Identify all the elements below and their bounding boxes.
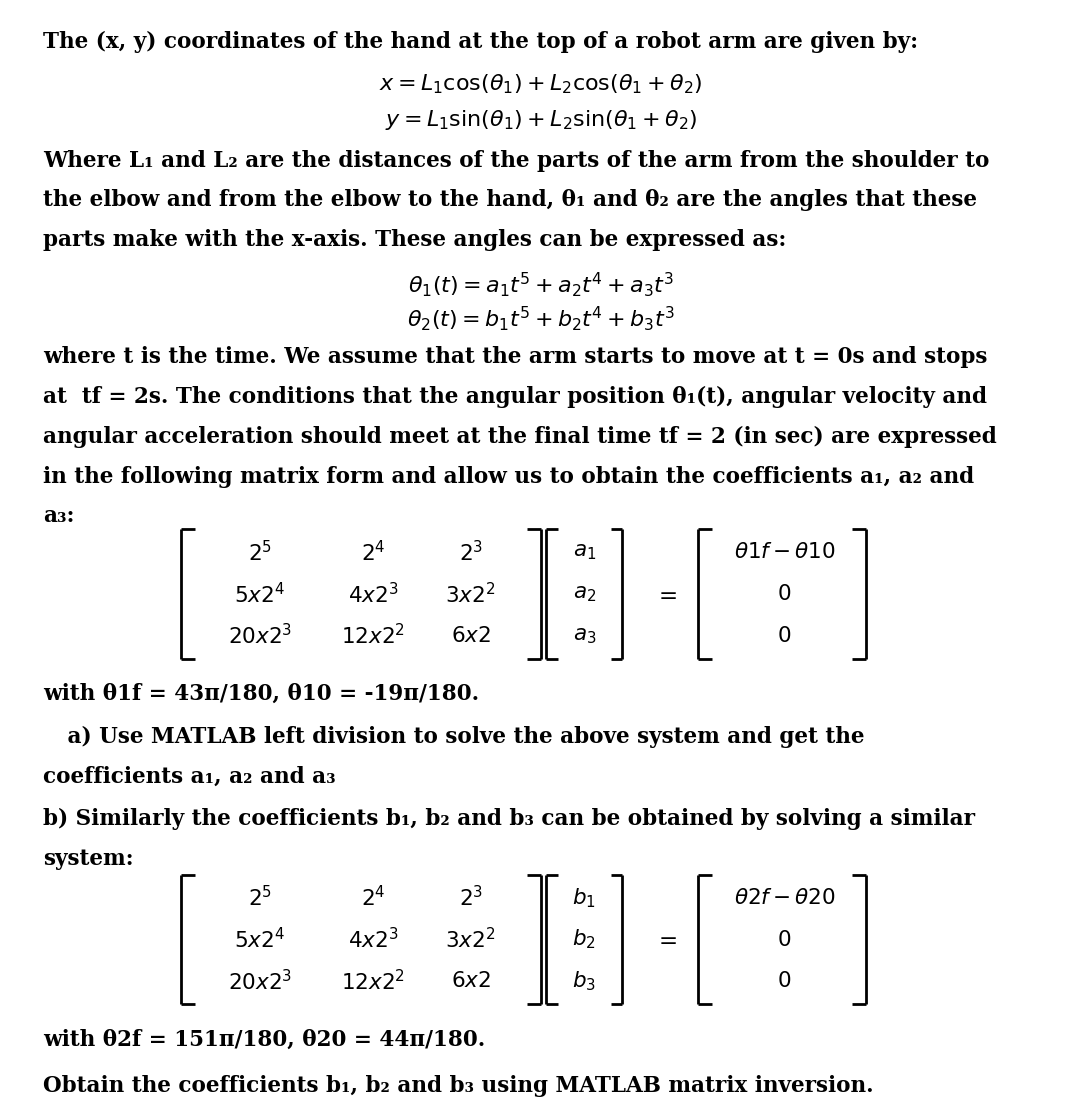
Text: angular acceleration should meet at the final time tf = 2 (in sec) are expressed: angular acceleration should meet at the …	[43, 426, 997, 448]
Text: $\theta_2(t) = b_1t^5 + b_2t^4 + b_3t^3$: $\theta_2(t) = b_1t^5 + b_2t^4 + b_3t^3$	[407, 304, 675, 333]
Text: $2^4$: $2^4$	[361, 540, 385, 565]
Text: $5x2^4$: $5x2^4$	[234, 927, 286, 952]
Text: $0$: $0$	[777, 930, 792, 950]
Text: $6x2$: $6x2$	[451, 626, 490, 646]
Text: $a_2$: $a_2$	[572, 584, 596, 604]
Text: with θ2f = 151π/180, θ20 = 44π/180.: with θ2f = 151π/180, θ20 = 44π/180.	[43, 1029, 486, 1051]
Text: $b_3$: $b_3$	[572, 970, 596, 993]
Text: parts make with the x-axis. These angles can be expressed as:: parts make with the x-axis. These angles…	[43, 229, 787, 251]
Text: a) Use MATLAB left division to solve the above system and get the: a) Use MATLAB left division to solve the…	[60, 726, 865, 748]
Text: $0$: $0$	[777, 626, 792, 646]
Text: at  tf = 2s. The conditions that the angular position θ₁(t), angular velocity an: at tf = 2s. The conditions that the angu…	[43, 386, 987, 408]
Text: $a_1$: $a_1$	[572, 542, 596, 562]
Text: where t is the time. We assume that the arm starts to move at t = 0s and stops: where t is the time. We assume that the …	[43, 347, 988, 369]
Text: $=$: $=$	[654, 583, 677, 606]
Text: $12x2^2$: $12x2^2$	[341, 968, 406, 994]
Text: $=$: $=$	[654, 928, 677, 951]
Text: $0$: $0$	[777, 584, 792, 604]
Text: $3x2^2$: $3x2^2$	[446, 582, 496, 607]
Text: $\theta 2f-\theta 20$: $\theta 2f-\theta 20$	[734, 888, 835, 908]
Text: with θ1f = 43π/180, θ10 = -19π/180.: with θ1f = 43π/180, θ10 = -19π/180.	[43, 683, 479, 705]
Text: $a_3$: $a_3$	[572, 626, 596, 646]
Text: system:: system:	[43, 848, 134, 870]
Text: $5x2^4$: $5x2^4$	[234, 582, 286, 607]
Text: $\theta_1(t) = a_1t^5 + a_2t^4 + a_3t^3$: $\theta_1(t) = a_1t^5 + a_2t^4 + a_3t^3$	[408, 270, 674, 299]
Text: the elbow and from the elbow to the hand, θ₁ and θ₂ are the angles that these: the elbow and from the elbow to the hand…	[43, 189, 977, 212]
Text: $2^5$: $2^5$	[248, 540, 272, 565]
Text: $0$: $0$	[777, 972, 792, 991]
Text: coefficients a₁, a₂ and a₃: coefficients a₁, a₂ and a₃	[43, 765, 335, 787]
Text: $4x2^3$: $4x2^3$	[348, 582, 398, 607]
Text: $20x2^3$: $20x2^3$	[227, 968, 292, 994]
Text: $2^3$: $2^3$	[459, 885, 483, 910]
Text: $12x2^2$: $12x2^2$	[341, 624, 406, 649]
Text: $x = L_1 \cos(\theta_1) + L_2 \cos(\theta_1 + \theta_2)$: $x = L_1 \cos(\theta_1) + L_2 \cos(\thet…	[380, 72, 702, 96]
Text: $3x2^2$: $3x2^2$	[446, 927, 496, 952]
Text: $4x2^3$: $4x2^3$	[348, 927, 398, 952]
Text: $20x2^3$: $20x2^3$	[227, 624, 292, 649]
Text: in the following matrix form and allow us to obtain the coefficients a₁, a₂ and: in the following matrix form and allow u…	[43, 466, 975, 488]
Text: $\theta 1f-\theta 10$: $\theta 1f-\theta 10$	[734, 542, 835, 562]
Text: $b_1$: $b_1$	[572, 886, 596, 909]
Text: $2^5$: $2^5$	[248, 885, 272, 910]
Text: $y = L_1 \sin(\theta_1) + L_2\sin(\theta_1 + \theta_2)$: $y = L_1 \sin(\theta_1) + L_2\sin(\theta…	[385, 108, 697, 132]
Text: $2^4$: $2^4$	[361, 885, 385, 910]
Text: $b_2$: $b_2$	[572, 928, 596, 951]
Text: Where L₁ and L₂ are the distances of the parts of the arm from the shoulder to: Where L₁ and L₂ are the distances of the…	[43, 149, 990, 171]
Text: Obtain the coefficients b₁, b₂ and b₃ using MATLAB matrix inversion.: Obtain the coefficients b₁, b₂ and b₃ us…	[43, 1075, 874, 1097]
Text: The (x, y) coordinates of the hand at the top of a robot arm are given by:: The (x, y) coordinates of the hand at th…	[43, 31, 919, 53]
Text: a₃:: a₃:	[43, 505, 75, 527]
Text: b) Similarly the coefficients b₁, b₂ and b₃ can be obtained by solving a similar: b) Similarly the coefficients b₁, b₂ and…	[43, 808, 975, 830]
Text: $2^3$: $2^3$	[459, 540, 483, 565]
Text: $6x2$: $6x2$	[451, 972, 490, 991]
